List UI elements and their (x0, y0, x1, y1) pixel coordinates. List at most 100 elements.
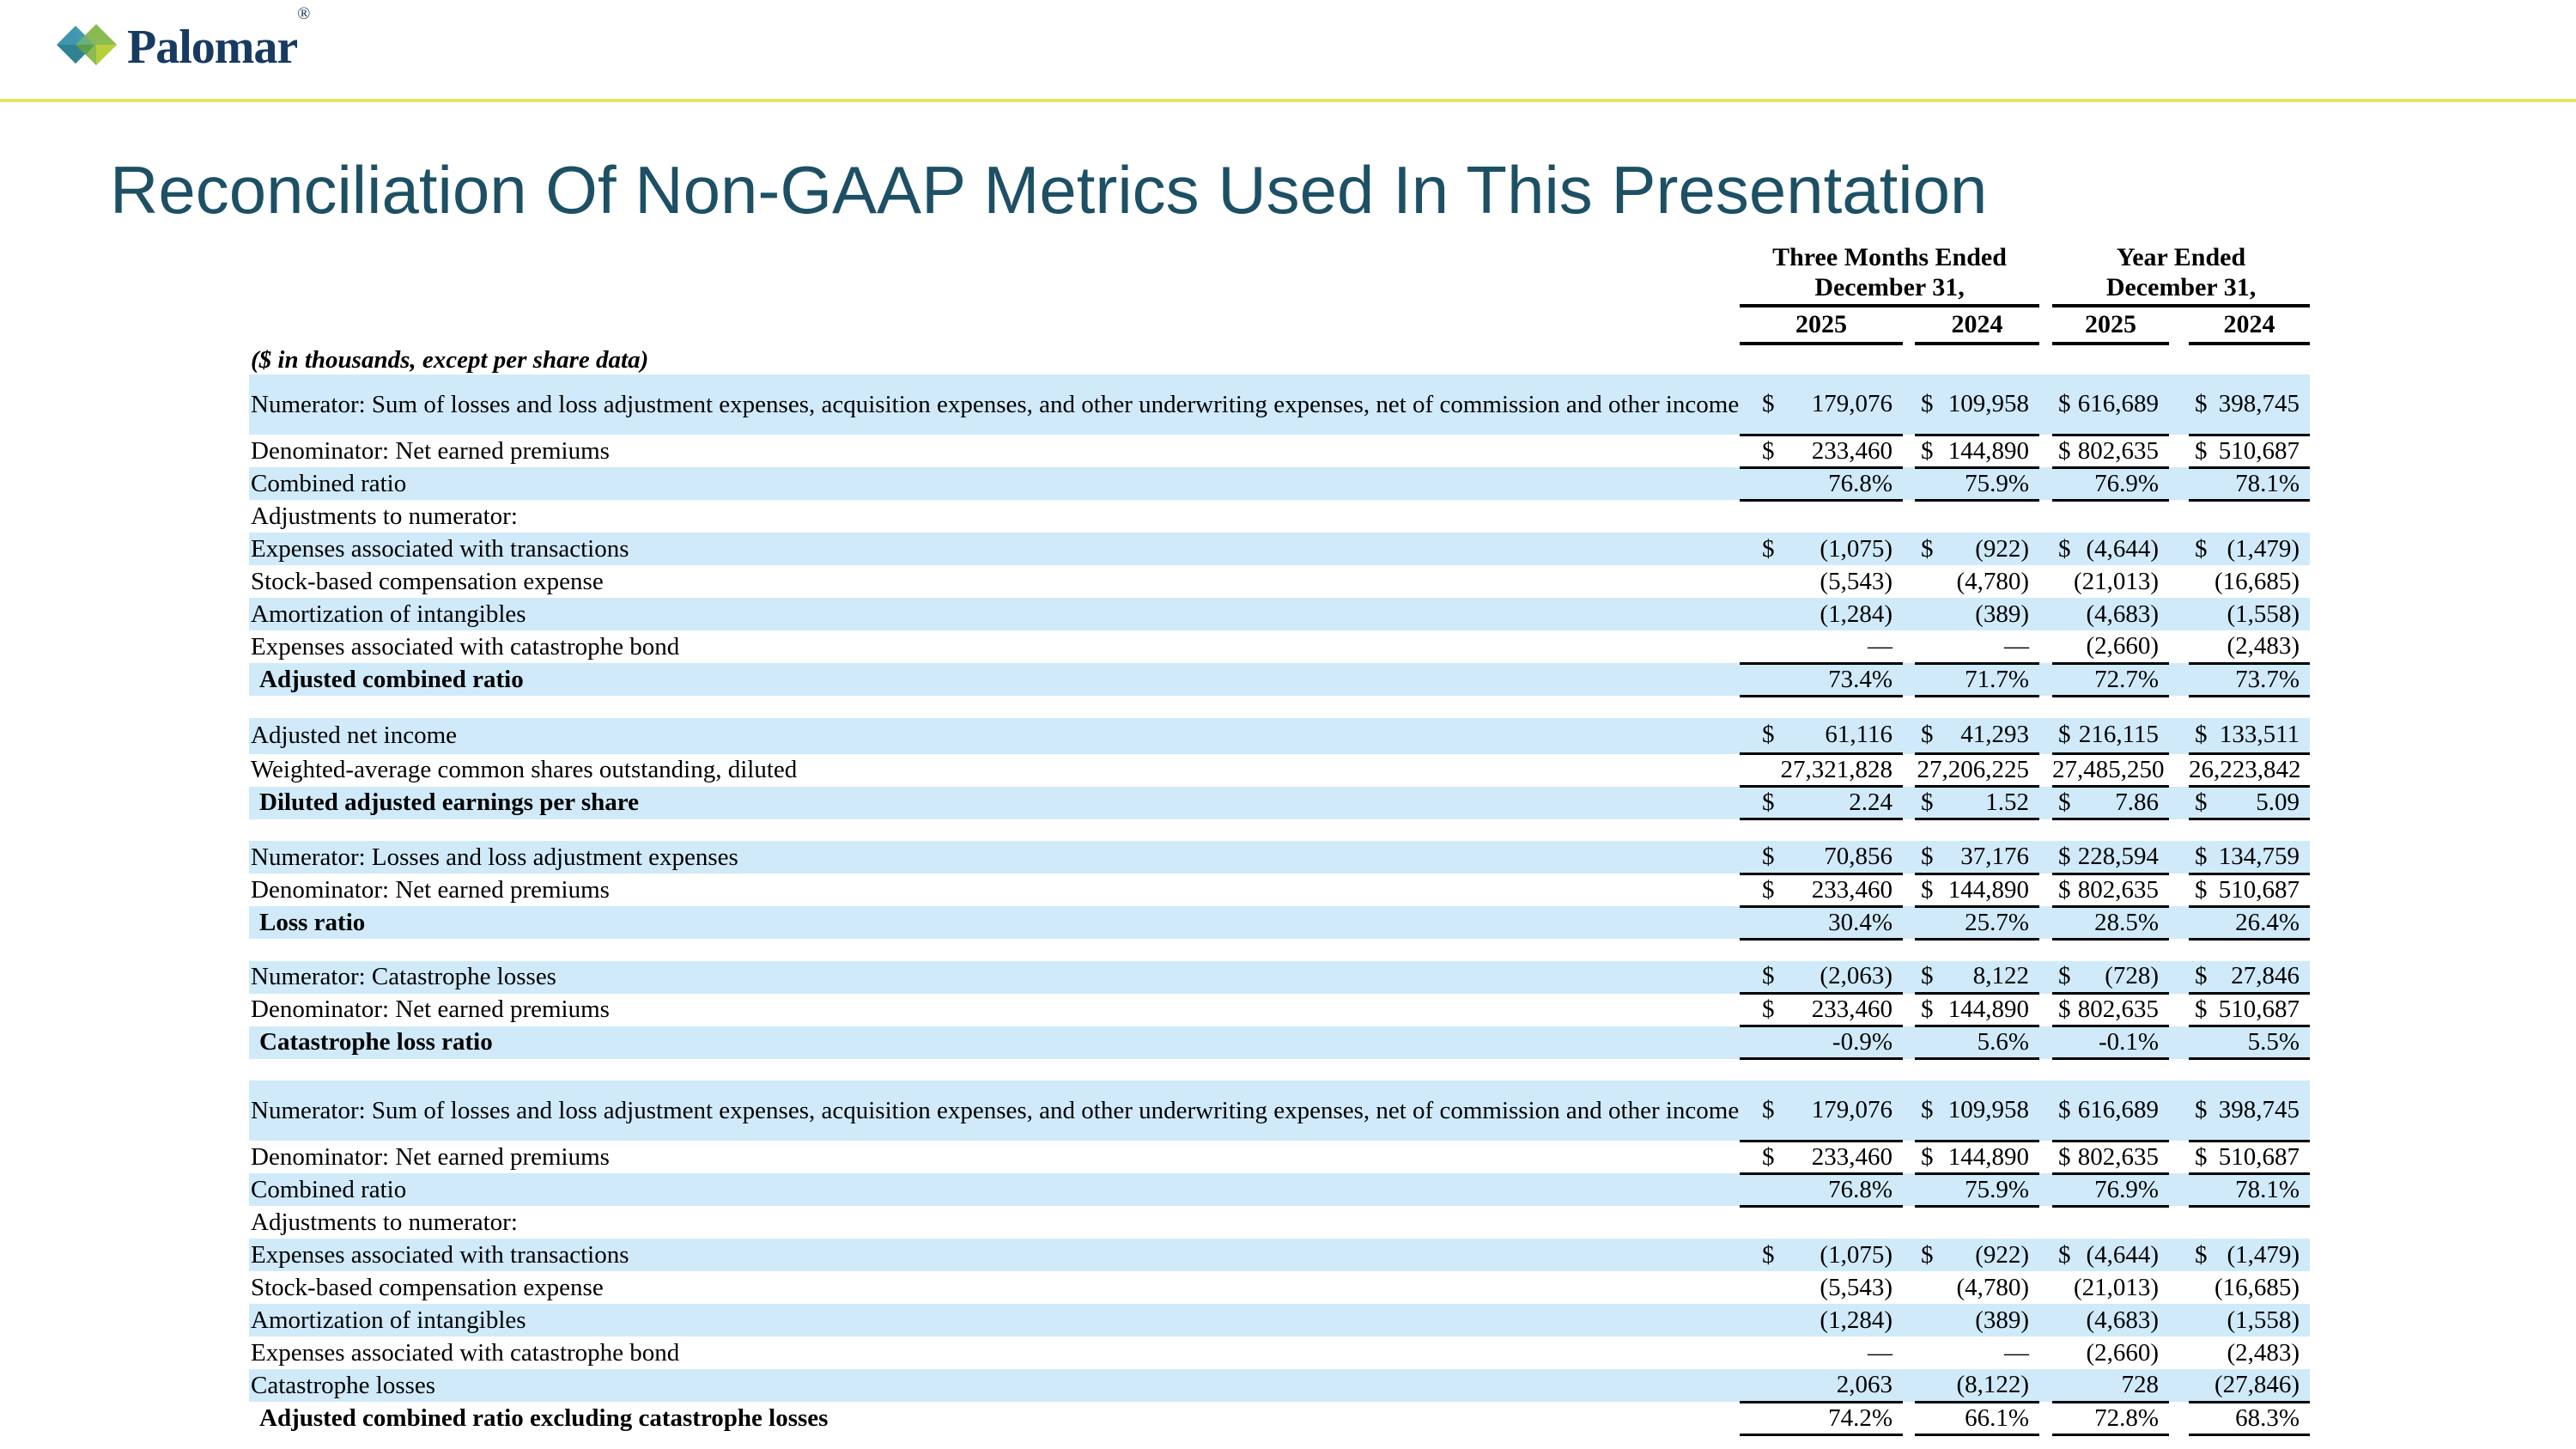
row-label: Catastrophe loss ratio (249, 1026, 1740, 1059)
column-gap (2169, 565, 2189, 598)
column-gap (2169, 1173, 2190, 1206)
value-text: 27,846 (2231, 962, 2300, 990)
value-text: 27,321,828 (1780, 756, 1893, 783)
value-text: 61,116 (1825, 721, 1893, 749)
value-cell: (16,685) (2189, 565, 2310, 598)
table-row: Adjustments to numerator: (249, 500, 2310, 533)
column-gap (1903, 598, 1915, 630)
year-col-1: 2025 (1740, 307, 1903, 345)
value-text: (1,075) (1820, 534, 1893, 563)
value-cell: 72.8% (2052, 1402, 2170, 1436)
column-gap (2039, 467, 2053, 500)
dollar-sign: $ (2058, 875, 2071, 904)
dollar-sign: $ (2058, 842, 2071, 870)
value-cell: $109,958 (1915, 374, 2040, 436)
value-cell: 78.1% (2189, 1173, 2311, 1208)
spacer-row (249, 1058, 2311, 1081)
row-label: Loss ratio (249, 906, 1740, 939)
spacer-row (249, 819, 2311, 841)
value-cell: $133,511 (2189, 717, 2311, 755)
dollar-sign: $ (2195, 788, 2208, 816)
column-gap (2169, 960, 2190, 994)
column-gap (1903, 1141, 1915, 1173)
column-gap (2169, 374, 2190, 435)
value-text: -0.9% (1832, 1028, 1893, 1056)
column-gap (2039, 1173, 2053, 1206)
dollar-sign: $ (2195, 995, 2208, 1023)
value-text: 216,115 (2078, 721, 2160, 749)
value-cell (1915, 500, 2039, 533)
value-text: 510,687 (2218, 436, 2300, 465)
row-label: Adjustments to numerator: (251, 502, 518, 530)
dollar-sign: $ (2195, 1142, 2208, 1171)
column-group-header-row: Three Months Ended December 31, Year Ende… (249, 242, 2311, 307)
value-text: — (2004, 631, 2030, 660)
column-gap (2169, 598, 2190, 630)
value-text: 68.3% (2235, 1403, 2300, 1432)
value-text: 2,063 (1836, 1370, 1893, 1398)
column-gap (2169, 1141, 2189, 1173)
header-gap (2039, 242, 2052, 307)
value-cell: 76.9% (2052, 1173, 2170, 1208)
column-gap (1903, 435, 1915, 467)
value-cell: $8,122 (1915, 960, 2040, 995)
column-gap (2169, 467, 2190, 500)
value-cell: $233,460 (1740, 874, 1903, 908)
value-cell (2189, 1206, 2310, 1239)
value-cell: 72.7% (2052, 663, 2170, 697)
value-cell: $134,759 (2189, 841, 2311, 875)
year-header-row: 2025 2024 2025 2024 (249, 307, 2311, 345)
value-text: 616,689 (2077, 389, 2160, 417)
value-text: (5,543) (1820, 1273, 1893, 1301)
dollar-sign: $ (1762, 842, 1775, 870)
column-gap (2169, 874, 2189, 906)
value-text: 76.8% (1828, 469, 1893, 497)
row-label: Denominator: Net earned premiums (251, 995, 610, 1023)
column-gap (1903, 1081, 1915, 1141)
column-gap (2039, 374, 2053, 435)
value-cell: $510,687 (2189, 435, 2311, 469)
dollar-sign: $ (1921, 875, 1934, 904)
row-label: Stock-based compensation expense (251, 1273, 604, 1301)
three-months-ended-header: Three Months Ended December 31, (1740, 242, 2040, 307)
header-bar (0, 0, 2576, 102)
value-cell: 27,485,250 (2052, 753, 2170, 788)
value-cell: — (1740, 630, 1903, 665)
value-cell: 28.5% (2052, 906, 2170, 941)
value-cell: — (1740, 1336, 1903, 1369)
dollar-sign: $ (1921, 721, 1934, 749)
table-row: Combined ratio 76.8% 75.9% 76.9% 78.1% (249, 1173, 2311, 1208)
table-row: Adjusted net income $61,116 $41,293 $216,11… (249, 717, 2311, 755)
value-text: — (1868, 631, 1893, 660)
year-col-2: 2024 (1915, 307, 2040, 345)
value-cell: (4,683) (2052, 598, 2170, 630)
dollar-sign: $ (1921, 1240, 1934, 1269)
table-row: Amortization of intangibles (1,284) (389) (… (249, 598, 2311, 630)
palomar-logo: Palomar® (57, 4, 310, 76)
header-spacer (249, 242, 1740, 307)
column-gap (2169, 1304, 2190, 1336)
table-row: Catastrophe losses 2,063 (8,122) 728 (27,846… (249, 1369, 2311, 1403)
value-cell (1740, 1206, 1903, 1239)
table-row: Adjustments to numerator: (249, 1206, 2310, 1239)
value-text: -0.1% (2098, 1028, 2160, 1056)
value-cell: (4,683) (2052, 1304, 2170, 1336)
value-text: (4,683) (2086, 600, 2160, 628)
value-cell: $233,460 (1740, 993, 1903, 1027)
value-cell: 71.7% (1915, 663, 2040, 697)
column-gap (2039, 1081, 2053, 1141)
spacer-row (249, 939, 2311, 961)
row-label: Denominator: Net earned premiums (251, 875, 610, 904)
column-gap (2039, 874, 2052, 906)
table-row: Adjusted combined ratio excluding catast… (249, 1402, 2311, 1436)
value-cell: 2,063 (1740, 1369, 1903, 1403)
value-cell: $61,116 (1740, 717, 1903, 755)
row-label: Combined ratio (249, 1173, 1740, 1206)
year-col-4: 2024 (2189, 307, 2311, 345)
dollar-sign: $ (1762, 962, 1775, 990)
dollar-sign: $ (2058, 788, 2071, 816)
row-label: Adjusted combined ratio (249, 663, 1740, 696)
value-text: 70,856 (1824, 842, 1893, 870)
column-gap (1903, 1271, 1915, 1304)
column-gap (2039, 630, 2052, 663)
